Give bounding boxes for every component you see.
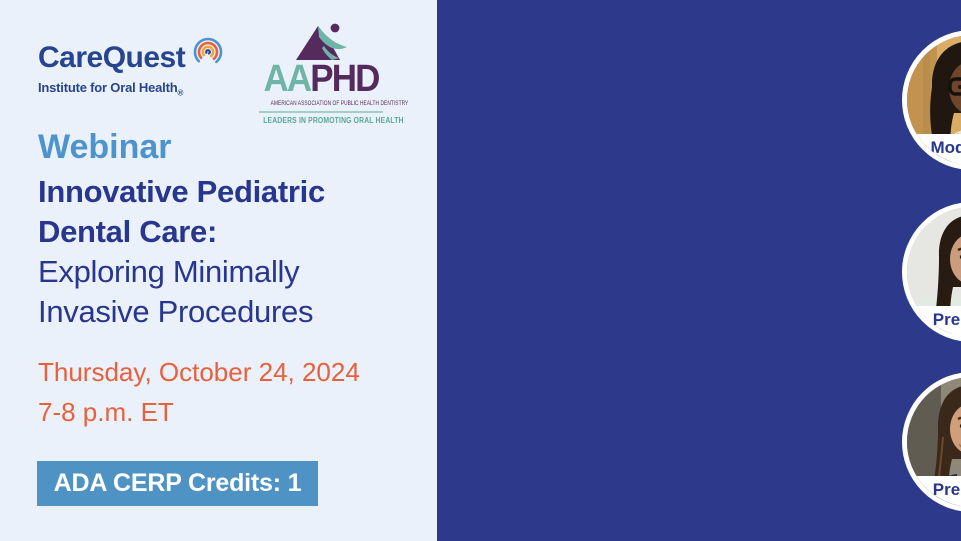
title-line-1: Innovative Pediatric <box>38 174 325 209</box>
aaphd-divider <box>259 111 383 113</box>
role-badge: Presenter <box>907 476 961 507</box>
aaphd-association-line: AMERICAN ASSOCIATION OF PUBLIC HEALTH DE… <box>270 100 409 107</box>
aaphd-wordmark: AAPHD <box>263 58 380 100</box>
registered-mark: ® <box>177 88 184 98</box>
speaker-row-moderator: Moderator Elizabeth Powell, DDS, MPH Ass… <box>902 30 961 170</box>
event-time: 7-8 p.m. ET <box>38 397 174 427</box>
carequest-logo: CareQuest Institute for Oral Health® <box>38 41 186 98</box>
subtitle-line-2: Invasive Procedures <box>38 294 314 329</box>
event-title: Innovative Pediatric Dental Care: Explor… <box>38 172 325 332</box>
speaker-row-presenter-2: Presenter Jean Star, DDS, MPH Assistant … <box>902 372 961 512</box>
speaker-row-presenter-1: Presenter Sofía Iribarren DDS, MS Assist… <box>902 202 961 342</box>
webinar-label: Webinar <box>38 128 172 166</box>
title-line-2: Dental Care: <box>38 214 218 249</box>
carequest-arc-icon <box>193 37 223 67</box>
speakers-panel: Moderator Elizabeth Powell, DDS, MPH Ass… <box>437 0 961 541</box>
aaphd-logo: AAPHD AMERICAN ASSOCIATION OF PUBLIC HEA… <box>253 22 409 125</box>
event-datetime: Thursday, October 24, 2024 7-8 p.m. ET <box>38 352 360 432</box>
ada-cerp-credits-badge: ADA CERP Credits: 1 <box>37 461 318 506</box>
role-badge: Presenter <box>907 306 961 337</box>
carequest-wordmark: CareQuest <box>38 41 186 74</box>
carequest-tagline: Institute for Oral Health® <box>38 80 184 98</box>
aaphd-mountain-icon <box>296 23 347 60</box>
role-badge: Moderator <box>907 134 961 165</box>
moderator-photo: Moderator <box>902 30 961 170</box>
subtitle-line-1: Exploring Minimally <box>38 254 300 289</box>
presenter-2-photo: Presenter <box>902 372 961 512</box>
event-date: Thursday, October 24, 2024 <box>38 357 360 387</box>
presenter-1-photo: Presenter <box>902 202 961 342</box>
aaphd-leaders-line: LEADERS IN PROMOTING ORAL HEALTH <box>263 116 404 125</box>
